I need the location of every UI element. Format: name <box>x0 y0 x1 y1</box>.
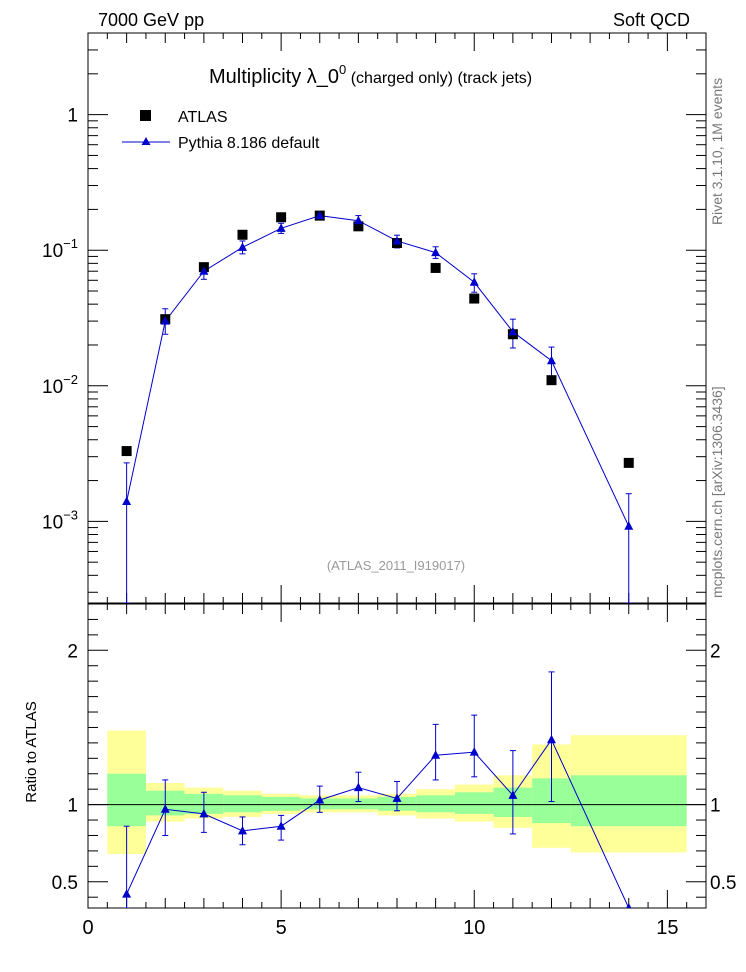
legend-data-label: ATLAS <box>178 109 228 126</box>
y-tick-label-base: 10 <box>42 241 63 262</box>
main-axis-ticks: 10−310−210−11 <box>42 32 706 593</box>
mc-point <box>353 215 363 225</box>
data-point <box>469 293 480 304</box>
mc-point <box>624 521 634 530</box>
legend-mc-marker <box>141 137 151 145</box>
ratio-point <box>508 790 518 799</box>
rivet-label: Rivet 3.1.10, 1M events <box>709 78 725 225</box>
mc-point <box>469 277 479 286</box>
band-inner <box>339 798 378 810</box>
y-tick-label: 10−1 <box>42 236 78 262</box>
ratio-point <box>122 889 132 898</box>
ratio-axis-ticks: 0.5 0.5 1 1 2 2 <box>52 618 736 898</box>
x-axis-ticks: 0 5 10 15 <box>82 33 688 939</box>
band-inner <box>261 796 301 811</box>
ratio-y-tick-label-left: 1 <box>67 796 78 817</box>
ratio-ylabel: Ratio to ATLAS <box>23 701 40 802</box>
mc-point <box>122 496 132 506</box>
ratio-y-tick-label-right: 1 <box>710 796 721 817</box>
data-point <box>276 212 287 223</box>
band-inner <box>416 795 455 813</box>
data-point <box>237 229 248 240</box>
ratio-point <box>626 903 632 908</box>
ratio-point <box>431 750 441 759</box>
mc-point <box>315 210 325 220</box>
y-tick-label-base: 10 <box>42 512 63 533</box>
y-tick-label-exponent: −3 <box>63 507 78 522</box>
x-tick-label: 0 <box>82 917 93 939</box>
data-point <box>546 375 557 386</box>
ratio-point <box>469 747 479 756</box>
legend-data-marker <box>140 110 151 121</box>
mc-point <box>199 266 209 275</box>
data-point <box>430 262 441 273</box>
header-left: 7000 GeV pp <box>98 10 204 30</box>
legend: ATLAS Pythia 8.186 default <box>122 109 320 152</box>
ratio-point <box>547 734 556 744</box>
analysis-watermark: (ATLAS_2011_I919017) <box>327 558 465 573</box>
mc-point <box>547 355 556 365</box>
ratio-point <box>238 825 247 835</box>
x-tick-label: 5 <box>276 917 287 939</box>
data-point <box>121 446 132 457</box>
y-tick-label-base: 10 <box>42 377 63 398</box>
band-inner <box>107 773 146 827</box>
y-tick-label: 10−2 <box>42 372 78 398</box>
title-suffix: (charged only) (track jets) <box>346 70 532 87</box>
mc-point <box>276 223 286 232</box>
plot-title: Multiplicity λ_00 (charged only) (track … <box>209 62 532 88</box>
y-tick-label-exponent: −2 <box>63 372 78 387</box>
legend-mc-label: Pythia 8.186 default <box>178 135 320 152</box>
ratio-y-tick-label-left: 0.5 <box>52 873 78 894</box>
mc-point <box>238 242 247 251</box>
mc-point <box>508 326 518 336</box>
mc-point <box>392 235 402 245</box>
ratio-y-tick-label-right: 0.5 <box>710 873 736 894</box>
ratio-y-tick-label-right: 2 <box>710 641 721 662</box>
mc-point <box>431 247 441 257</box>
ratio-y-tick-label-left: 2 <box>67 641 78 662</box>
title-superscript: 0 <box>339 62 346 77</box>
main-series <box>121 210 634 603</box>
y-tick-label-base: 1 <box>67 106 78 127</box>
ratio-point <box>392 793 402 802</box>
y-tick-label: 1 <box>67 106 78 127</box>
band-inner <box>454 792 494 814</box>
ratio-point <box>315 794 325 804</box>
x-tick-label: 10 <box>463 917 485 939</box>
ratio-point <box>353 782 363 792</box>
x-tick-label: 15 <box>656 917 678 939</box>
y-tick-label: 10−3 <box>42 507 78 533</box>
ratio-point <box>199 808 209 818</box>
title-main: Multiplicity λ_0 <box>209 66 339 88</box>
data-point <box>353 221 364 232</box>
band-inner <box>223 795 262 813</box>
y-tick-label-exponent: −1 <box>63 236 78 251</box>
band-inner <box>570 775 687 827</box>
header-right: Soft QCD <box>613 10 690 30</box>
ratio-point <box>276 821 286 830</box>
mc-point <box>160 316 170 325</box>
data-point <box>623 457 634 468</box>
ratio-point <box>160 804 170 813</box>
mcplots-label: mcplots.cern.ch [arXiv:1306.3436] <box>709 386 725 598</box>
ratio-series <box>122 671 632 908</box>
